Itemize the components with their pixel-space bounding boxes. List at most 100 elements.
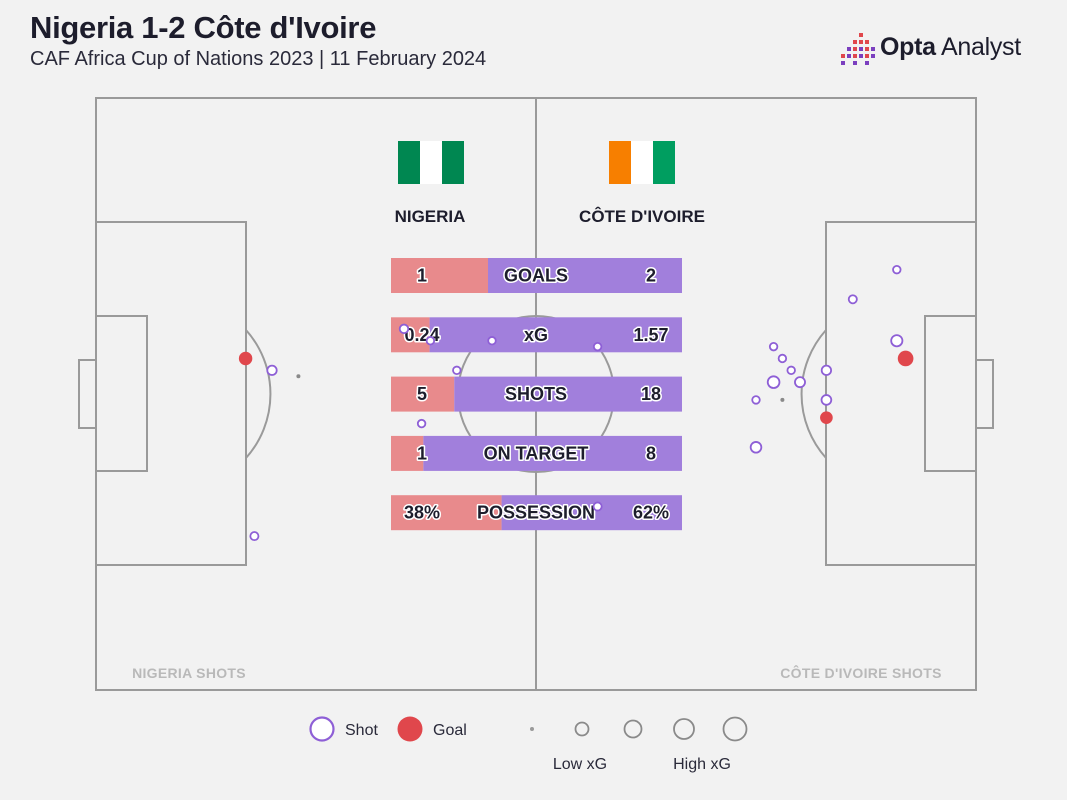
shot-marker (892, 265, 902, 275)
shot-marker (751, 395, 761, 405)
stat-value-away: 2 (646, 266, 656, 286)
cote-divoire-flag-stripe-left (609, 141, 631, 184)
shot-marker (296, 374, 301, 379)
shot-marker (416, 418, 427, 429)
stat-row: 5 SHOTS 18 (391, 376, 682, 412)
left-penalty-box (95, 221, 247, 566)
goal-marker (897, 350, 914, 367)
nigeria-flag-stripe-right (442, 141, 464, 184)
legend-high-xg-label: High xG (673, 756, 731, 773)
goal-marker (238, 351, 253, 366)
stat-row: 38% POSSESSION 62% (391, 495, 682, 531)
shot-marker (794, 376, 806, 389)
pitch-lines (78, 97, 994, 691)
shot-marker (847, 294, 858, 305)
page-title: Nigeria 1-2 Côte d'Ivoire (30, 10, 377, 45)
legend-xg-size-1-icon (530, 727, 534, 731)
team-name-home: NIGERIA (395, 207, 466, 226)
cote-divoire-flag-stripe-right (653, 141, 675, 184)
left-six-yard-box (95, 315, 148, 472)
stat-row: 1 GOALS 2 (391, 258, 682, 293)
legend-xg-size-3-icon (623, 719, 643, 739)
right-six-yard-box (924, 315, 977, 472)
stat-value-home: 38% (404, 503, 440, 523)
brand-text: Opta Analyst (880, 33, 1021, 62)
stat-value-away: 62% (633, 503, 669, 523)
stat-bar-away (423, 435, 682, 471)
stat-bar-away (488, 258, 682, 293)
shot-marker (777, 353, 788, 364)
shot-marker (592, 341, 603, 352)
side-label-home: NIGERIA SHOTS (132, 665, 246, 681)
legend-shot-label: Shot (345, 722, 378, 739)
shot-marker (820, 364, 833, 376)
shot-map (238, 265, 914, 542)
stat-bar-away (501, 495, 682, 531)
shot-marker (452, 365, 462, 375)
nigeria-flag-stripe-center (420, 141, 442, 184)
opta-logo-icon (841, 33, 875, 65)
stat-row: 1 ON TARGET 8 (391, 435, 682, 471)
stat-label: GOALS (504, 266, 568, 286)
stat-value-home: 5 (417, 384, 427, 404)
shot-marker (487, 336, 497, 346)
nigeria-flag-stripe-left (398, 141, 420, 184)
stat-bar-home (391, 435, 424, 471)
stat-value-away: 8 (646, 443, 656, 463)
stat-value-home: 1 (417, 266, 427, 286)
legend-xg-size-4-icon (673, 718, 695, 740)
left-penalty-arc (245, 329, 272, 459)
shot-map-away (416, 265, 914, 512)
stats-table: 1 GOALS 20.24 xG 1.575 SHOTS 181 ON TARGET 838% P… (391, 258, 682, 531)
right-penalty-box (825, 221, 977, 566)
shot-marker (890, 334, 904, 348)
shot-marker (768, 341, 779, 352)
shot-marker (592, 501, 603, 512)
legend-xg-size-5-icon (722, 716, 748, 742)
stat-label: SHOTS (505, 384, 567, 404)
stat-bar-home (391, 317, 430, 353)
opta-analyst-logo: Opta Analyst (838, 30, 1028, 70)
shot-marker (780, 397, 785, 402)
stat-value-away: 18 (641, 384, 661, 404)
legend-shot-icon (309, 716, 335, 742)
legend-low-xg-label: Low xG (553, 756, 607, 773)
legend-goal-icon (397, 716, 423, 742)
shot-marker (766, 375, 781, 389)
legend: Shot Goal Low xG High xG (309, 716, 748, 773)
shot-marker (249, 531, 260, 542)
shot-marker (749, 441, 763, 454)
team-name-away: CÔTE D'IVOIRE (579, 207, 705, 226)
cote-divoire-flag (609, 141, 675, 184)
shot-marker (398, 323, 410, 335)
brand-text-bold: Opta (880, 33, 936, 61)
shot-marker (820, 394, 833, 406)
stat-row: 0.24 xG 1.57 (391, 317, 682, 353)
legend-goal-label: Goal (433, 722, 467, 739)
stat-label: xG (524, 325, 548, 345)
stat-bar-away (454, 376, 682, 412)
side-label-away: CÔTE D'IVOIRE SHOTS (780, 664, 942, 681)
stat-label: POSSESSION (477, 503, 595, 523)
stat-value-home: 1 (417, 443, 427, 463)
stat-bar-home (391, 376, 455, 412)
stat-bar-home (391, 495, 502, 531)
right-goal (975, 359, 994, 429)
stat-bar-away (429, 317, 682, 353)
shot-marker (425, 336, 436, 346)
cote-divoire-flag-stripe-center (631, 141, 653, 184)
shot-marker (266, 364, 278, 376)
stat-label: ON TARGET (484, 443, 589, 463)
page-subtitle: CAF Africa Cup of Nations 2023 | 11 Febr… (30, 48, 487, 70)
stat-bar-home (391, 258, 488, 293)
stat-value-away: 1.57 (633, 325, 668, 345)
brand-text-light: Analyst (935, 33, 1021, 61)
shot-marker (786, 365, 796, 375)
left-goal (78, 359, 97, 429)
shot-map-home (238, 323, 603, 542)
right-penalty-arc (800, 329, 827, 459)
legend-xg-size-2-icon (574, 721, 590, 737)
goal-marker (820, 411, 833, 424)
nigeria-flag (398, 141, 464, 184)
